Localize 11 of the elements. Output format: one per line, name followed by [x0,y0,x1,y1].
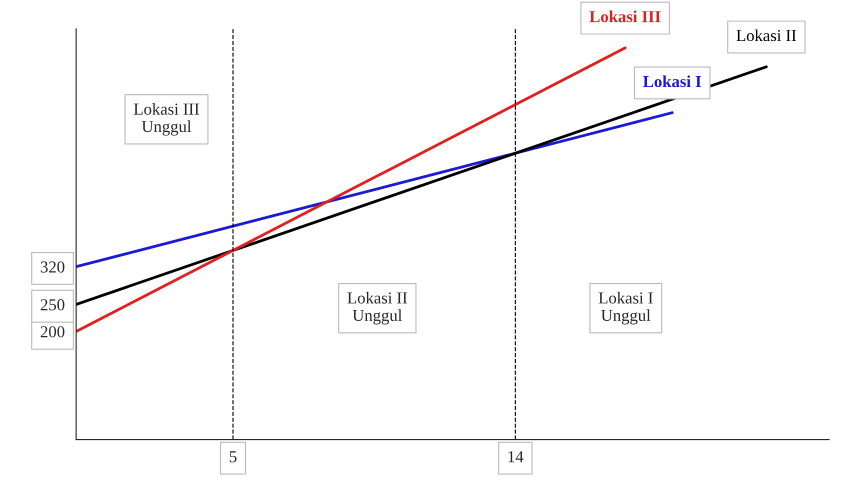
series-label: Lokasi II [736,29,796,42]
x-tick-label: 5 [230,451,237,462]
y-tick-label: 200 [40,326,64,338]
annotation: Lokasi II Unggul [347,292,408,324]
x-tick-label: 14 [508,451,524,462]
annotation: Lokasi III Unggul [134,103,199,136]
series-label: Lokasi I [643,75,702,88]
y-tick-label: 320 [40,261,64,273]
y-tick-label: 250 [40,299,64,310]
series-label: Lokasi III [590,10,660,22]
annotation: Lokasi I Unggul [598,292,653,324]
